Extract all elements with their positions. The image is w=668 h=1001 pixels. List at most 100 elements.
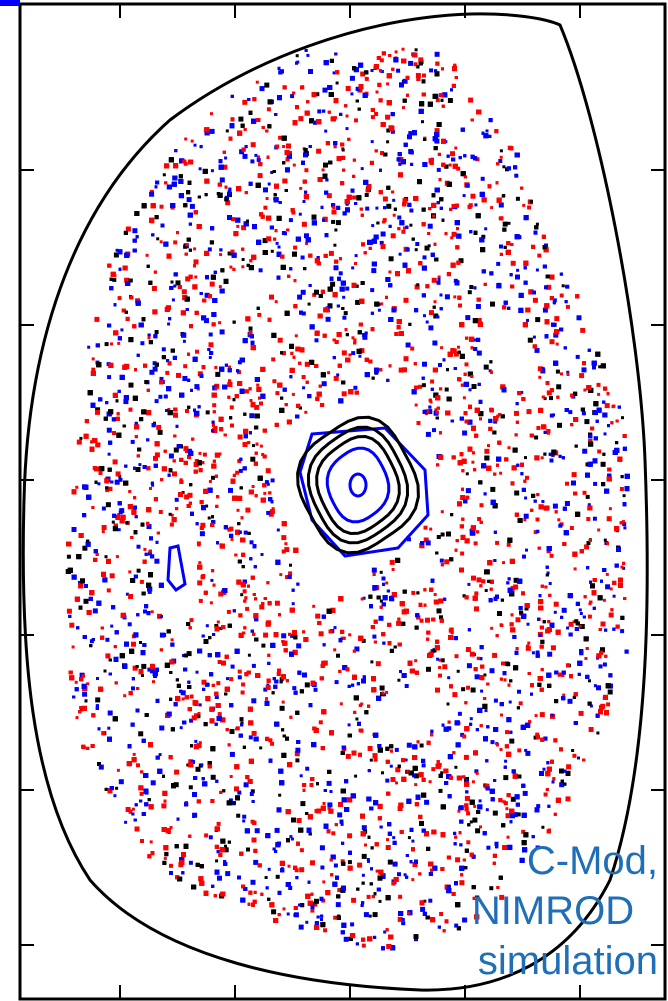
scatter-point — [438, 666, 442, 669]
scatter-point — [535, 222, 539, 226]
scatter-point — [208, 480, 212, 483]
scatter-point — [186, 763, 190, 767]
scatter-point — [479, 825, 482, 829]
scatter-point — [475, 828, 481, 834]
scatter-point — [341, 391, 347, 397]
scatter-point — [440, 658, 445, 663]
scatter-point — [421, 383, 426, 388]
scatter-point — [379, 570, 383, 574]
scatter-point — [557, 422, 562, 428]
scatter-point — [485, 129, 489, 133]
scatter-point — [214, 695, 219, 699]
scatter-point — [335, 81, 339, 85]
scatter-point — [499, 149, 503, 153]
scatter-point — [432, 428, 436, 433]
scatter-point — [342, 295, 346, 299]
scatter-point — [571, 480, 576, 486]
scatter-point — [470, 687, 476, 693]
scatter-point — [366, 858, 370, 861]
scatter-point — [182, 376, 188, 381]
scatter-point — [354, 774, 358, 778]
scatter-point — [331, 831, 336, 836]
scatter-point — [527, 641, 531, 645]
scatter-point — [515, 617, 521, 623]
scatter-point — [422, 361, 427, 367]
scatter-point — [371, 268, 377, 274]
scatter-point — [514, 410, 519, 416]
scatter-point — [466, 663, 472, 669]
scatter-point — [327, 802, 333, 808]
scatter-point — [271, 507, 275, 511]
scatter-point — [387, 859, 393, 865]
scatter-point — [477, 517, 482, 521]
scatter-point — [380, 151, 384, 155]
scatter-point — [204, 833, 209, 838]
scatter-point — [536, 804, 541, 809]
scatter-point — [301, 375, 306, 379]
scatter-point — [398, 252, 402, 256]
scatter-point — [440, 771, 444, 775]
scatter-point — [435, 98, 440, 103]
scatter-point — [385, 845, 391, 850]
scatter-point — [290, 94, 295, 99]
scatter-point — [345, 127, 349, 131]
scatter-point — [433, 593, 437, 596]
scatter-point — [354, 118, 358, 123]
scatter-point — [208, 356, 212, 359]
scatter-point — [217, 712, 222, 717]
scatter-point — [189, 203, 195, 209]
scatter-point — [503, 775, 509, 781]
scatter-point — [294, 751, 300, 757]
scatter-point — [94, 316, 100, 322]
scatter-point — [306, 53, 310, 57]
scatter-point — [520, 390, 524, 394]
scatter-point — [235, 727, 239, 731]
scatter-point — [316, 148, 322, 154]
scatter-point — [89, 639, 94, 644]
scatter-point — [549, 553, 554, 558]
scatter-point — [265, 197, 269, 200]
scatter-point — [180, 690, 186, 696]
scatter-point — [169, 863, 173, 868]
scatter-point — [326, 780, 332, 786]
scatter-point — [214, 624, 219, 628]
scatter-point — [470, 193, 476, 199]
scatter-point — [317, 109, 322, 114]
scatter-point — [539, 712, 545, 718]
scatter-point — [444, 294, 450, 300]
scatter-point — [404, 684, 409, 688]
scatter-point — [392, 198, 396, 202]
scatter-point — [259, 86, 265, 92]
scatter-point — [454, 923, 459, 928]
scatter-point — [502, 221, 508, 227]
scatter-point — [496, 261, 501, 266]
scatter-point — [209, 128, 215, 134]
scatter-point — [386, 838, 389, 842]
scatter-point — [465, 488, 471, 494]
scatter-point — [95, 407, 101, 413]
scatter-point — [145, 253, 149, 257]
scatter-point — [349, 75, 355, 81]
scatter-point — [170, 513, 174, 517]
scatter-point — [578, 608, 582, 612]
scatter-point — [323, 928, 328, 933]
scatter-point — [257, 312, 262, 317]
scatter-point — [154, 399, 159, 404]
scatter-point — [392, 861, 398, 867]
scatter-point — [263, 187, 268, 193]
scatter-point — [548, 582, 552, 585]
scatter-point — [389, 764, 393, 768]
scatter-point — [360, 167, 364, 171]
scatter-point — [447, 676, 451, 680]
scatter-point — [105, 637, 110, 642]
scatter-point — [208, 342, 214, 348]
scatter-point — [586, 517, 591, 521]
scatter-point — [362, 596, 366, 600]
scatter-point — [498, 159, 503, 163]
scatter-point — [439, 558, 444, 563]
scatter-point — [579, 373, 585, 379]
scatter-point — [526, 318, 529, 322]
scatter-point — [405, 247, 410, 252]
scatter-point — [407, 537, 411, 542]
scatter-point — [170, 638, 174, 642]
